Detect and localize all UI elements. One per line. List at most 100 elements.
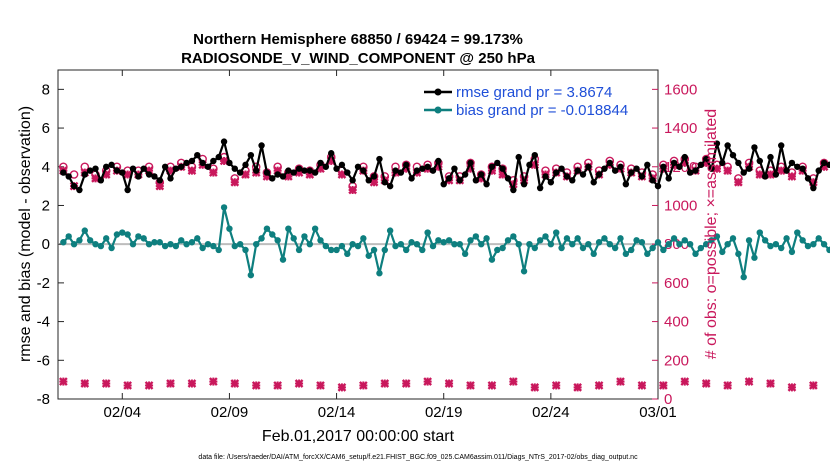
rmse-point — [633, 165, 640, 172]
nobs-assimilated-point — [209, 168, 218, 177]
rmse-point — [542, 173, 549, 180]
data-file-footnote: data file: /Users/raeder/DAI/ATM_forcXX/… — [198, 454, 638, 461]
bias-point — [86, 237, 94, 244]
rmse-point — [531, 151, 538, 159]
bias-point — [826, 246, 830, 254]
bias-point — [692, 250, 699, 258]
rmse-point — [65, 173, 72, 180]
bias-point — [526, 240, 533, 248]
rmse-point — [670, 159, 678, 167]
bias-point — [778, 244, 785, 252]
bias-point — [386, 227, 394, 234]
legend-bias-label: bias grand pr = -0.018844 — [456, 102, 628, 119]
bias-point — [488, 256, 496, 263]
bias-point — [703, 240, 710, 248]
bias-point — [429, 242, 437, 250]
left-tick-label: 2 — [42, 197, 50, 214]
rmse-point — [451, 165, 458, 172]
nobs-low-point — [123, 381, 132, 390]
rmse-point — [611, 167, 619, 174]
nobs-low-point — [316, 381, 325, 390]
bias-point — [317, 237, 324, 244]
rmse-point — [183, 159, 190, 167]
bias-point — [579, 244, 587, 252]
rmse-point — [772, 171, 780, 178]
rmse-point — [472, 177, 480, 184]
bias-point — [311, 225, 319, 232]
rmse-point — [365, 177, 372, 184]
right-tick-label: 1600 — [664, 81, 697, 98]
bias-point — [553, 229, 560, 236]
rmse-point — [269, 175, 276, 182]
bias-point — [751, 254, 758, 261]
rmse-point — [622, 180, 630, 188]
nobs-low-point — [273, 381, 282, 390]
bias-point — [215, 246, 222, 254]
bias-point — [606, 240, 613, 248]
right-tick-label: 600 — [664, 275, 689, 292]
rmse-point — [751, 144, 758, 151]
rmse-point — [510, 186, 517, 194]
rmse-point — [215, 153, 222, 161]
rmse-point — [317, 159, 324, 167]
bias-point — [740, 273, 747, 281]
bias-point — [745, 237, 753, 244]
nobs-low-point — [573, 383, 582, 392]
bias-point — [440, 239, 447, 246]
bias-point — [665, 240, 672, 248]
rmse-point — [788, 159, 796, 167]
rmse-point — [553, 169, 560, 176]
bias-point — [263, 225, 271, 232]
rmse-series — [60, 138, 830, 194]
rmse-point — [129, 165, 137, 172]
bias-point — [478, 240, 485, 248]
nobs-low-point — [509, 377, 518, 386]
rmse-point — [311, 169, 319, 176]
bias-point — [681, 237, 688, 244]
nobs-low-point — [809, 381, 818, 390]
rmse-point — [810, 184, 817, 192]
bias-point — [408, 239, 415, 246]
bias-point — [767, 242, 774, 250]
bias-point — [617, 235, 624, 242]
rmse-point — [344, 169, 351, 176]
rmse-point — [536, 184, 544, 192]
rmse-point — [703, 155, 710, 163]
nobs-assimilated-point — [734, 177, 743, 187]
rmse-point — [194, 151, 201, 159]
bias-point — [108, 244, 115, 252]
bias-point — [628, 246, 635, 254]
bias-point — [285, 225, 292, 232]
rmse-point — [483, 180, 490, 188]
rmse-point — [70, 182, 78, 190]
nobs-assimilated-point — [787, 172, 797, 181]
bias-point — [601, 235, 608, 242]
nobs-low-point — [166, 379, 175, 388]
nobs-low-point — [616, 377, 625, 386]
rmse-point — [761, 173, 769, 180]
bias-point — [70, 240, 78, 248]
rmse-point — [178, 163, 185, 170]
bias-point — [558, 244, 565, 252]
bias-point — [424, 229, 431, 236]
nobs-low-point — [680, 377, 690, 386]
rmse-point — [172, 165, 180, 172]
rmse-point — [274, 171, 281, 178]
bias-point — [145, 240, 153, 248]
right-tick-label: 1400 — [664, 120, 697, 137]
rmse-point — [445, 175, 453, 182]
rmse-point — [328, 150, 335, 157]
rmse-point — [370, 173, 378, 180]
rmse-point — [220, 138, 228, 145]
rmse-point — [413, 167, 421, 174]
bias-point — [76, 237, 83, 244]
nobs-low-point — [380, 379, 390, 388]
rmse-point — [504, 175, 512, 182]
bias-point — [247, 271, 255, 279]
rmse-point — [354, 163, 362, 170]
rmse-point — [665, 175, 672, 182]
rmse-point — [579, 171, 587, 178]
bias-point — [301, 233, 308, 240]
bias-point — [724, 240, 731, 248]
bias-point — [151, 239, 158, 246]
